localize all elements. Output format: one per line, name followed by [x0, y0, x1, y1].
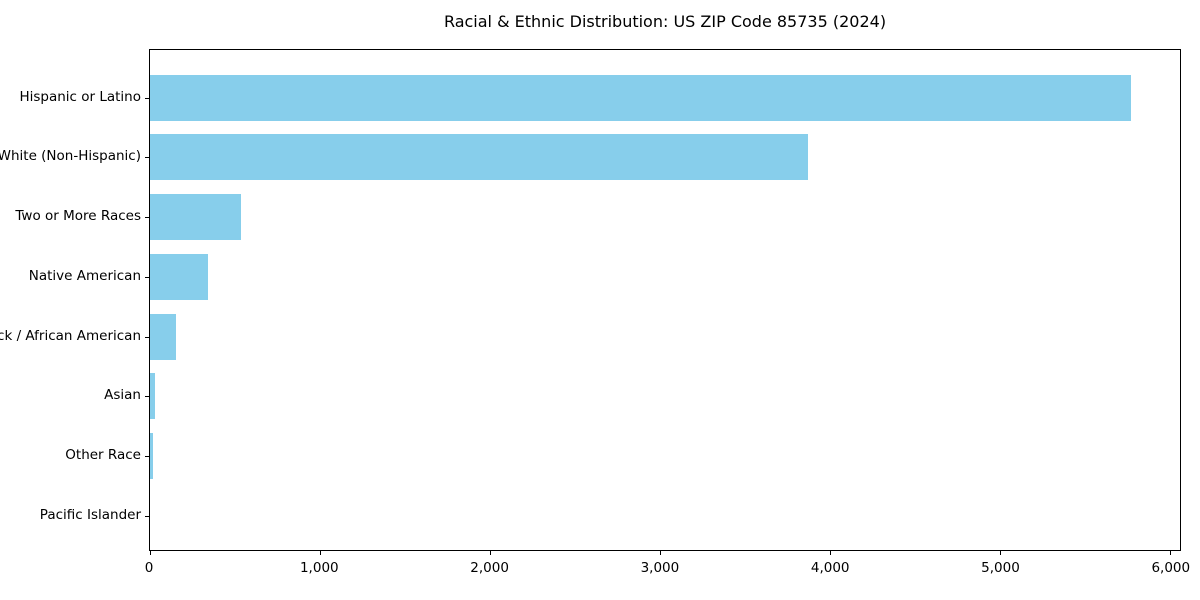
- x-tick-label-2000: 2,000: [470, 560, 509, 576]
- x-tick-mark: [829, 551, 831, 555]
- y-tick-mark: [145, 217, 149, 218]
- x-tick-label-3000: 3,000: [640, 560, 680, 576]
- bar-white-non-hispanic: [150, 134, 808, 181]
- x-tick-label-1000: 1,000: [299, 560, 339, 576]
- x-tick-mark: [319, 551, 321, 555]
- bar-asian: [150, 373, 156, 420]
- plot-area: [145, 49, 1181, 555]
- y-tick-label-white-non-hispanic: White (Non-Hispanic): [0, 148, 141, 165]
- y-tick-mark: [145, 97, 149, 99]
- x-tick-mark: [150, 551, 151, 555]
- bar-black-african-american: [150, 313, 177, 360]
- x-tick-mark: [999, 551, 1001, 555]
- x-tick-mark: [1169, 551, 1171, 555]
- x-axis-labels: 0 1,000 2,000 3,000 4,000 5,000 6,000: [0, 560, 1200, 584]
- y-tick-label-pacific-islander: Pacific Islander: [39, 506, 141, 523]
- y-tick-label-black-african-american: Black / African American: [0, 327, 141, 344]
- y-tick-label-asian: Asian: [104, 387, 141, 404]
- y-tick-mark: [145, 396, 149, 398]
- y-tick-mark: [145, 276, 149, 278]
- bar-native-american: [150, 253, 208, 300]
- y-axis-labels: Hispanic or Latino White (Non-Hispanic) Tw…: [0, 49, 141, 551]
- y-tick-mark: [145, 157, 149, 159]
- x-tick-mark: [659, 551, 661, 555]
- y-tick-label-other-race: Other Race: [65, 447, 141, 463]
- x-tick-mark: [489, 551, 491, 555]
- x-tick-label-4000: 4,000: [810, 560, 850, 576]
- chart-title: Racial & Ethnic Distribution: US ZIP Cod…: [443, 12, 887, 31]
- y-tick-label-native-american: Native American: [28, 267, 141, 284]
- bar-two-or-more-races: [150, 194, 241, 240]
- y-tick-mark: [145, 336, 149, 338]
- y-tick-mark: [145, 515, 149, 517]
- bar-other-race: [150, 433, 154, 479]
- x-tick-label-5000: 5,000: [981, 560, 1020, 576]
- y-tick-label-hispanic-or-latino: Hispanic or Latino: [19, 88, 141, 105]
- y-tick-label-two-or-more-races: Two or More Races: [15, 208, 141, 224]
- y-tick-mark: [145, 456, 149, 457]
- bar-hispanic-or-latino: [150, 74, 1131, 121]
- x-tick-label-6000: 6,000: [1151, 560, 1191, 576]
- x-tick-label-0: 0: [144, 560, 154, 576]
